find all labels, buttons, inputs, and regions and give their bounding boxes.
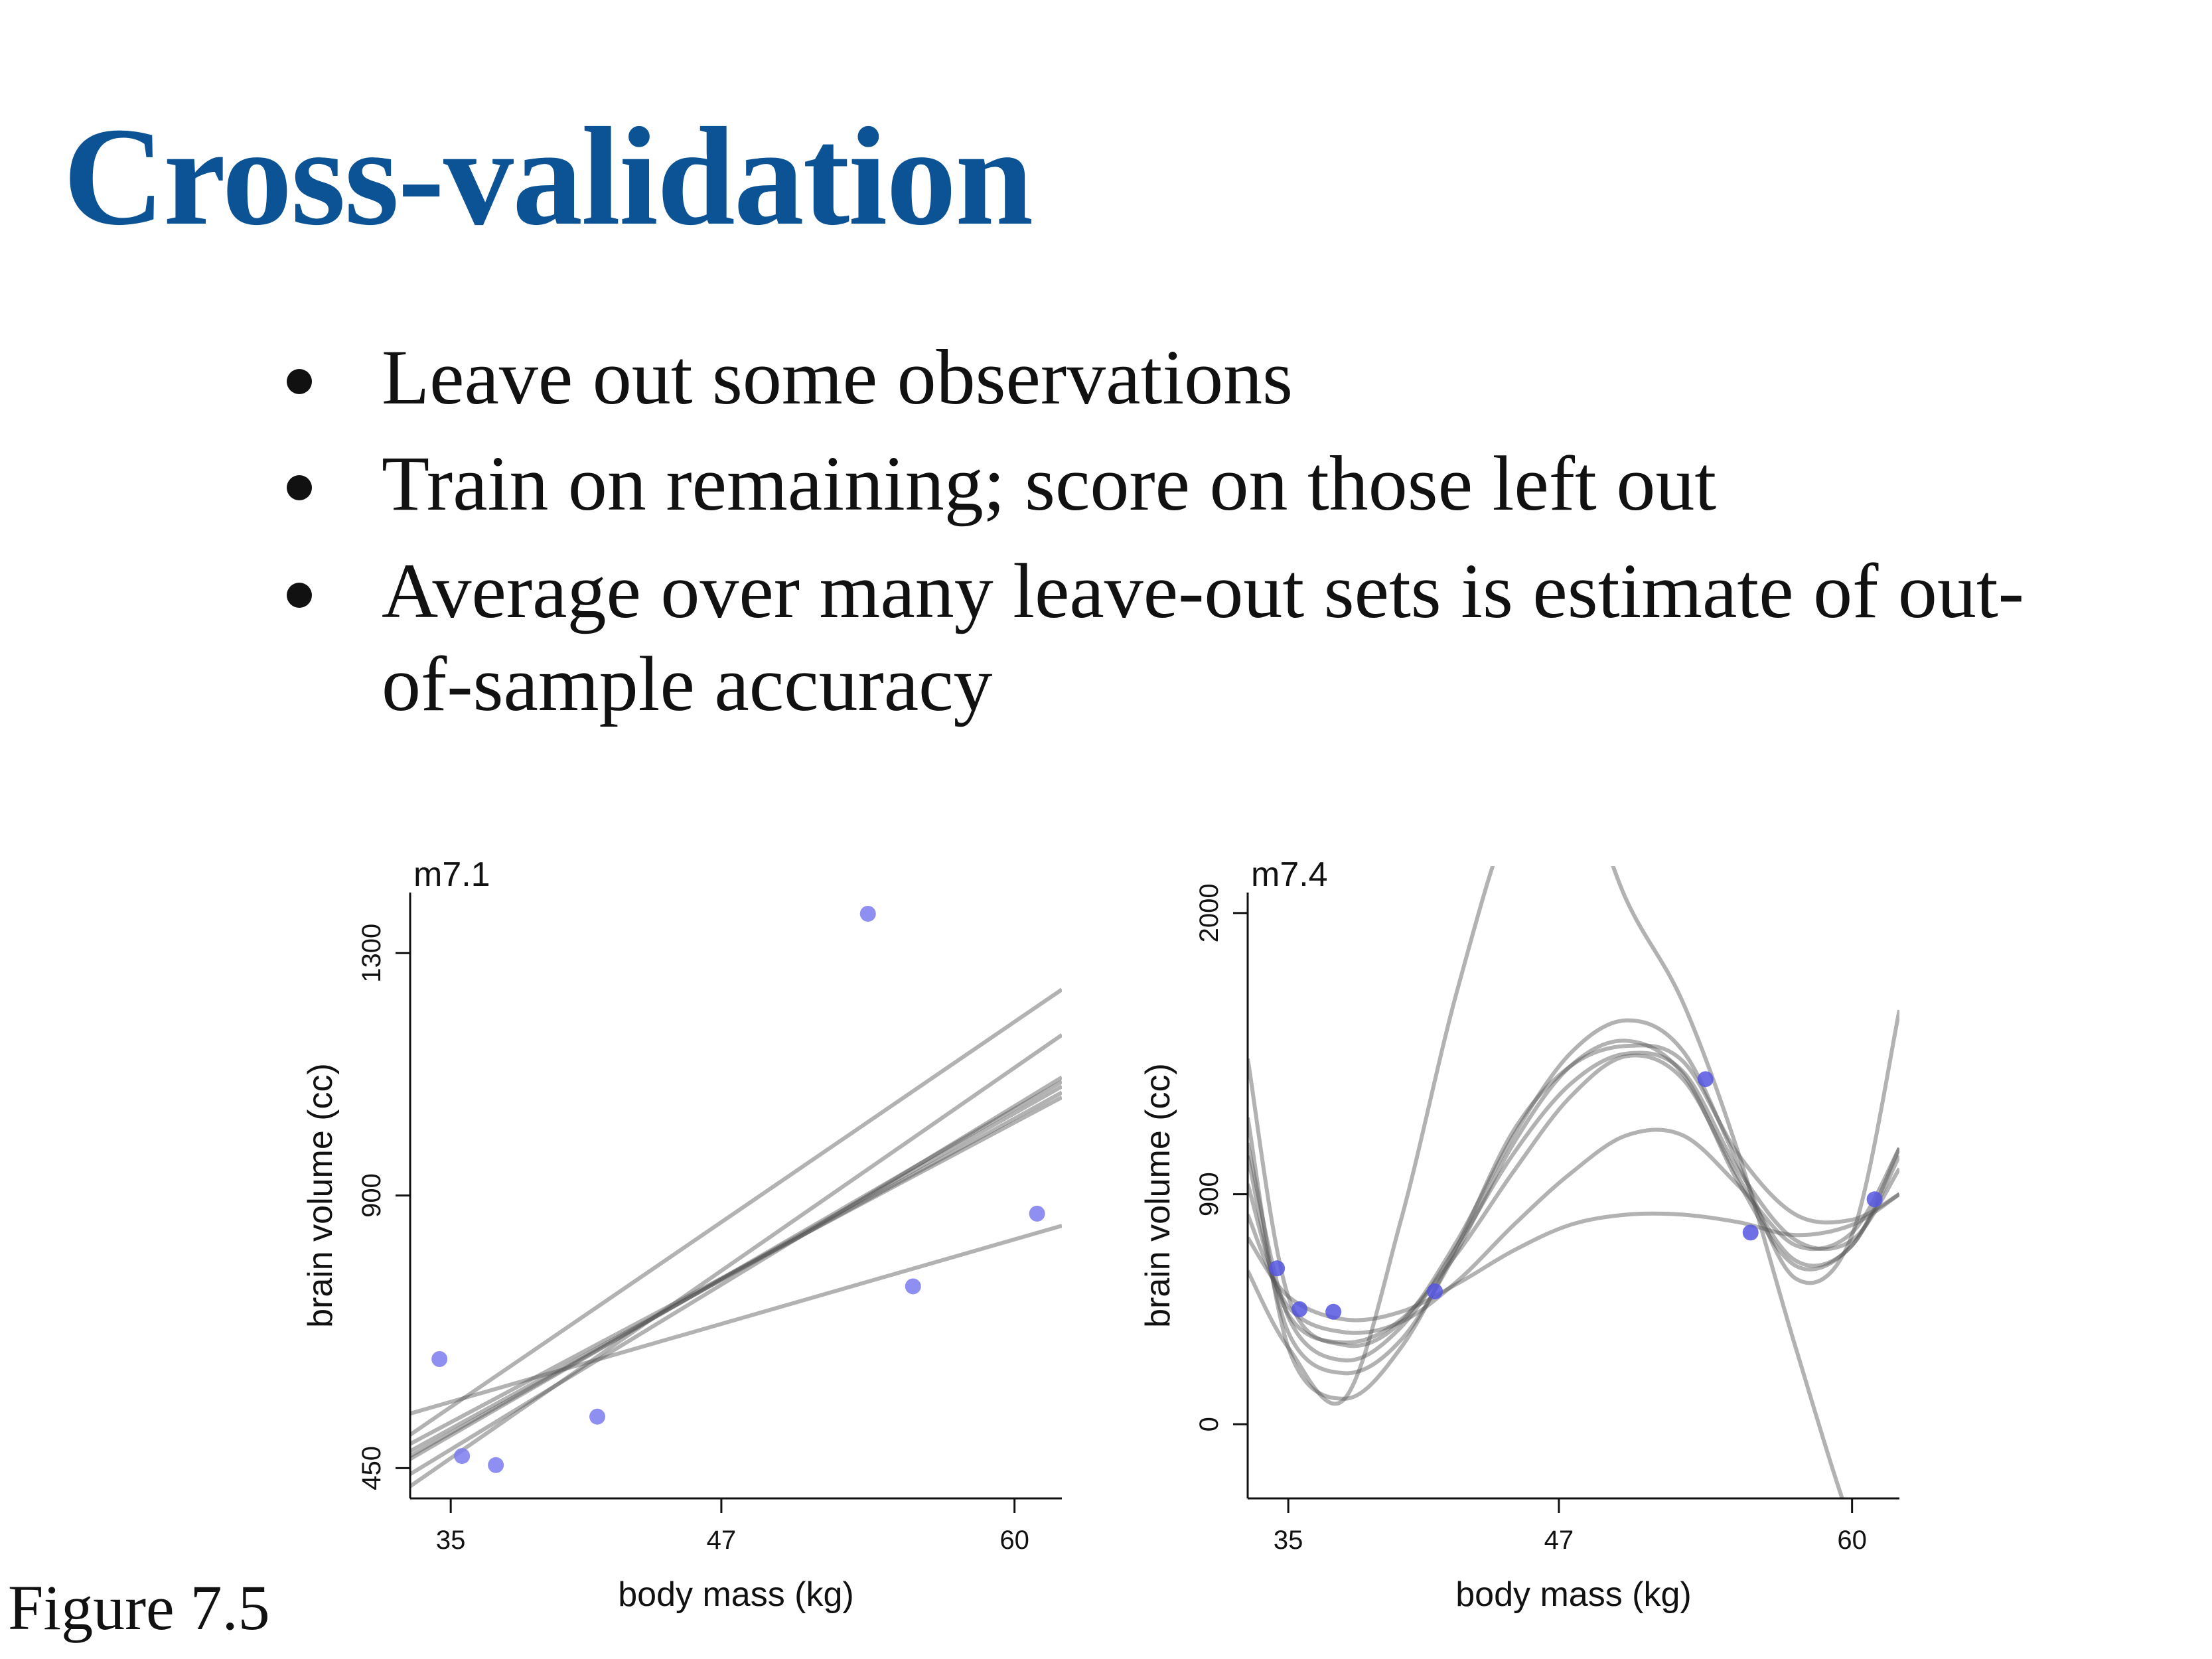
fit-curve [1248, 1050, 1899, 1363]
data-point [905, 1278, 921, 1295]
y-tick-label: 450 [357, 1446, 386, 1490]
data-point [454, 1448, 471, 1465]
fit-curve [1248, 1039, 1899, 1376]
fit-line [410, 1224, 1062, 1416]
data-point [1866, 1191, 1883, 1208]
fit-line [410, 1090, 1062, 1453]
panel-label: m7.4 [1251, 855, 1328, 894]
x-tick-label: 47 [707, 1526, 737, 1555]
chart-m7-1: 35 47 60 450 900 1300 body mass (kg) brain volu… [301, 855, 1062, 1614]
fit-curve [1611, 866, 1844, 1498]
data-point [431, 1351, 448, 1368]
data-point [1029, 1205, 1045, 1222]
data-point [1325, 1303, 1342, 1320]
data-point [488, 1457, 504, 1473]
x-axis-label: body mass (kg) [1455, 1575, 1691, 1614]
data-point [1291, 1301, 1308, 1317]
x-tick-label: 35 [1274, 1526, 1303, 1555]
bullet-item-continuation: of-sample accuracy [382, 640, 993, 727]
y-tick-label: 0 [1195, 1417, 1224, 1431]
chart-m7-4: 35 47 60 0 900 2000 body mass (kg) brain volume… [1139, 855, 1899, 1614]
y-tick-label: 900 [1195, 1172, 1224, 1216]
y-axis-label: brain volume (cc) [301, 1063, 340, 1328]
bullet-dot [287, 475, 312, 500]
bullet-item: Train on remaining; score on those left … [382, 440, 1717, 527]
plot-area [410, 987, 1062, 1488]
fit-curve [1248, 1053, 1899, 1345]
x-axis-label: body mass (kg) [618, 1575, 853, 1614]
y-tick-label: 900 [357, 1173, 386, 1218]
panel-label: m7.1 [413, 855, 490, 894]
x-tick-label: 60 [1837, 1526, 1867, 1555]
data-point [589, 1408, 606, 1425]
y-axis-label: brain volume (cc) [1139, 1063, 1177, 1328]
fit-curve [1248, 866, 1495, 1406]
fit-line [410, 1084, 1062, 1458]
plot-area [1248, 866, 1899, 1498]
x-tick-label: 60 [999, 1526, 1029, 1555]
fit-curve [1248, 1009, 1899, 1348]
bullet-dot [287, 583, 312, 608]
fit-line [410, 1033, 1062, 1488]
y-tick-label: 1300 [357, 924, 386, 983]
fit-line [410, 1080, 1062, 1461]
x-tick-label: 35 [436, 1526, 466, 1555]
fit-line [410, 1095, 1062, 1446]
data-point [1269, 1260, 1286, 1277]
bullet-dot [287, 369, 312, 394]
figure-caption: Figure 7.5 [8, 1572, 270, 1643]
fit-curve [1248, 1127, 1899, 1335]
data-point [859, 905, 876, 922]
slide-title: Cross-validation [63, 98, 1033, 254]
data-point [1427, 1283, 1443, 1299]
y-tick-label: 2000 [1195, 883, 1224, 942]
x-tick-label: 47 [1544, 1526, 1574, 1555]
fit-curve [1248, 1192, 1899, 1323]
bullet-item: Average over many leave-out sets is esti… [382, 547, 2024, 634]
bullet-item: Leave out some observations [382, 334, 1293, 421]
data-point [1697, 1071, 1714, 1088]
fit-line [410, 987, 1062, 1437]
fit-line [410, 1075, 1062, 1477]
data-point [1742, 1224, 1759, 1241]
fit-curve [1248, 1043, 1899, 1401]
